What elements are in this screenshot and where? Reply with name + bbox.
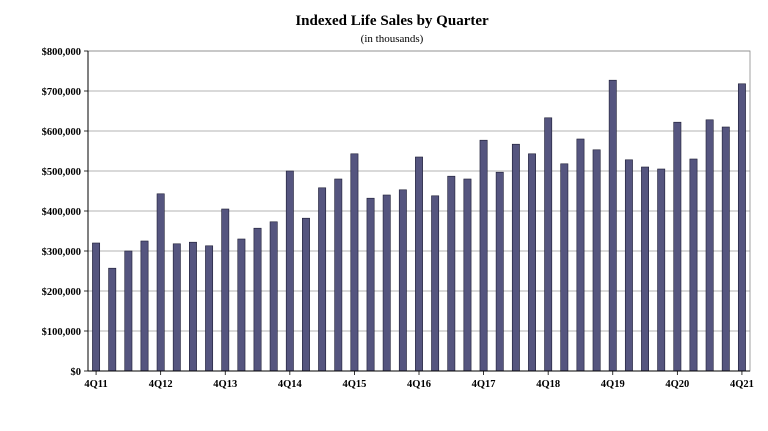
- x-tick-label: 4Q20: [665, 379, 689, 390]
- x-tick-label: 4Q11: [84, 379, 107, 390]
- bar-1Q18: [495, 171, 504, 372]
- x-tick-label: 4Q16: [407, 379, 431, 390]
- bar-4Q11: [92, 242, 101, 372]
- bar-3Q15: [334, 178, 343, 372]
- bar-3Q17: [463, 178, 472, 372]
- bars: [92, 79, 746, 372]
- bar-4Q17: [479, 139, 488, 372]
- x-tick-label: 4Q14: [278, 379, 303, 390]
- bar-3Q18: [528, 153, 536, 372]
- x-tick-label: 4Q13: [213, 379, 237, 390]
- y-axis-ticks: $0 $100,000 $200,000 $300,000 $400,000 $500,0…: [42, 47, 88, 378]
- x-axis-ticks: 4Q11 4Q12 4Q13 4Q14 4Q15 4Q16 4Q17 4Q18 4Q19 4Q20…: [84, 371, 754, 390]
- bar-2Q19: [576, 138, 585, 372]
- y-tick-label: $400,000: [42, 207, 81, 218]
- y-tick-label: $800,000: [42, 47, 81, 58]
- x-tick-label: 4Q17: [472, 379, 496, 390]
- bar-2Q18: [511, 143, 520, 372]
- bar-2Q15: [318, 187, 327, 372]
- y-tick-label: $500,000: [42, 167, 81, 178]
- bar-2Q17: [447, 175, 456, 372]
- bar-2Q20: [641, 166, 649, 372]
- bar-4Q18: [544, 117, 553, 372]
- bar-4Q20: [673, 121, 682, 372]
- y-tick-label: $700,000: [42, 87, 81, 98]
- bar-1Q14: [237, 238, 246, 372]
- bar-4Q16: [415, 156, 423, 372]
- x-tick-label: 4Q19: [601, 379, 625, 390]
- bar-4Q12: [156, 193, 165, 372]
- bar-2Q14: [253, 227, 262, 372]
- y-tick-label: $200,000: [42, 287, 81, 298]
- bar-4Q21: [737, 83, 746, 372]
- x-tick-label: 4Q15: [342, 379, 366, 390]
- y-tick-label: $600,000: [42, 127, 81, 138]
- bar-3Q20: [657, 168, 666, 372]
- x-tick-label: 4Q21: [730, 379, 754, 390]
- bar-3Q14: [269, 221, 278, 372]
- bar-4Q19: [608, 79, 617, 372]
- x-tick-label: 4Q18: [536, 379, 560, 390]
- bar-1Q12: [108, 267, 117, 372]
- bar-4Q14: [285, 170, 294, 372]
- y-tick-label: $100,000: [42, 327, 81, 338]
- bar-2Q16: [382, 194, 391, 372]
- y-tick-label: $300,000: [42, 247, 81, 258]
- chart-title: Indexed Life Sales by Quarter: [295, 13, 489, 29]
- bar-3Q12: [140, 240, 149, 372]
- bar-1Q16: [366, 197, 375, 372]
- bar-3Q13: [205, 245, 214, 372]
- bar-2Q21: [705, 119, 714, 372]
- bar-3Q16: [398, 189, 407, 372]
- bar-1Q21: [689, 158, 698, 372]
- bar-1Q17: [431, 195, 440, 372]
- bar-1Q13: [172, 243, 181, 372]
- bar-4Q15: [350, 153, 359, 372]
- bar-1Q20: [624, 159, 633, 372]
- bar-2Q12: [124, 250, 133, 372]
- bar-1Q19: [560, 163, 569, 372]
- y-tick-label: $0: [71, 367, 82, 378]
- bar-1Q15: [302, 217, 310, 372]
- chart-subtitle: (in thousands): [361, 33, 424, 45]
- x-tick-label: 4Q12: [149, 379, 173, 390]
- bar-2Q13: [189, 241, 197, 372]
- bar-3Q21: [721, 126, 730, 372]
- bar-3Q19: [592, 149, 601, 372]
- bar-4Q13: [221, 208, 230, 372]
